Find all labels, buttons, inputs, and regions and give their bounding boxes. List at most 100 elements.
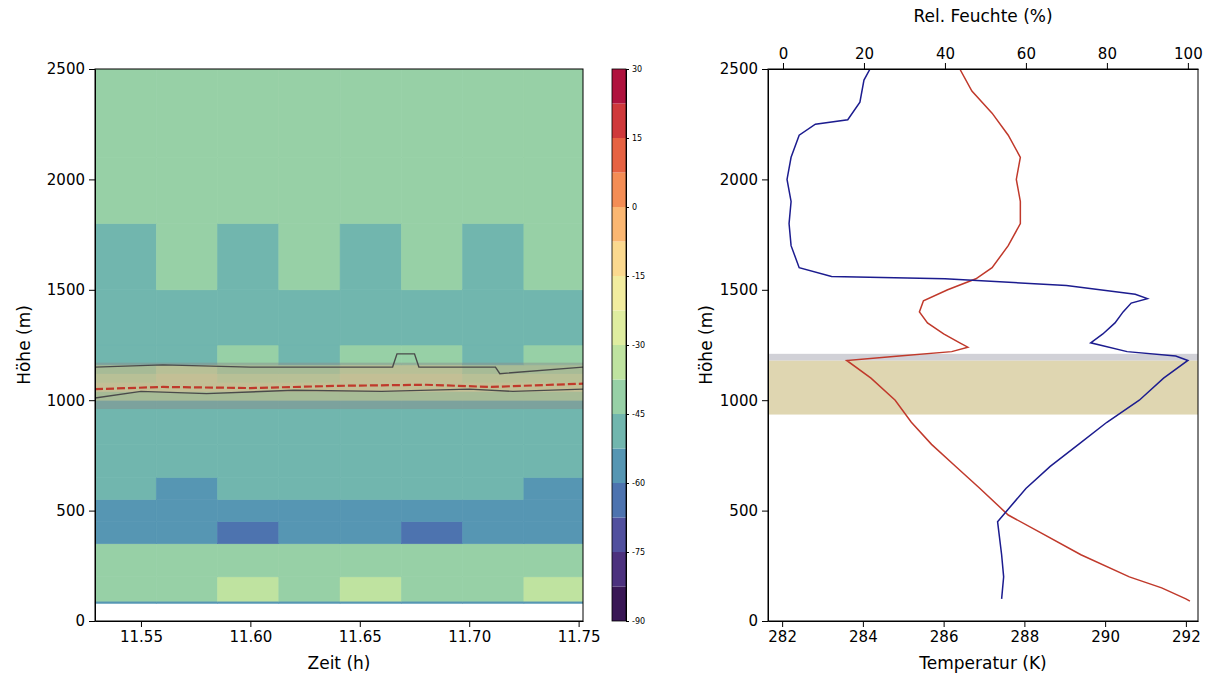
tick-mark: [469, 621, 470, 627]
heatmap-cell: [218, 345, 279, 365]
tick: -15: [626, 272, 645, 281]
tick-label: 30: [632, 65, 642, 74]
heatmap-cell: [95, 444, 156, 477]
tick-label: 100: [1174, 45, 1203, 63]
axis-title: Höhe (m): [696, 305, 716, 385]
heatmap-cell: [218, 409, 279, 444]
heatmap-cell: [156, 522, 217, 544]
heatmap-cell: [463, 345, 524, 365]
heatmap-cell: [156, 224, 217, 290]
tick-label: 1500: [47, 281, 85, 299]
heatmap-cell: [279, 345, 340, 365]
tick-mark: [762, 179, 768, 180]
heatmap-cell: [156, 290, 217, 345]
tick-label: 0: [779, 45, 789, 63]
tick-label: 286: [930, 628, 959, 646]
colorbar-band: [612, 69, 626, 104]
heatmap-cell: [463, 157, 524, 223]
tick-label: 0: [748, 612, 758, 630]
tick: 11.75: [558, 621, 601, 646]
tick: 286: [930, 621, 959, 646]
tick: 2000: [47, 171, 95, 189]
heatmap-cell: [463, 577, 524, 601]
tick-mark: [762, 290, 768, 291]
tick: 290: [1091, 621, 1120, 646]
tick-label: 11.70: [448, 628, 491, 646]
heatmap-cell: [401, 577, 462, 601]
heatmap-cell: [401, 345, 462, 365]
tick: 1000: [47, 392, 95, 410]
plot-background: [95, 69, 583, 621]
heatmap-cell: [218, 522, 279, 544]
heatmap-cell: [340, 544, 401, 577]
heatmap-cell: [401, 157, 462, 223]
heatmap-cell: [524, 444, 583, 477]
tick: 11.65: [339, 621, 382, 646]
axis: 282284286288290292: [768, 621, 1200, 646]
tick: 0: [626, 203, 637, 212]
tick-mark: [89, 69, 95, 70]
heatmap-cell: [463, 444, 524, 477]
colorbar-band: [612, 414, 626, 449]
tick-mark: [626, 414, 629, 415]
tick-label: 11.75: [558, 628, 601, 646]
line: [95, 354, 583, 374]
heatmap-cell: [95, 577, 156, 601]
tick-label: -60: [632, 479, 645, 488]
heatmap-cell: [279, 69, 340, 157]
tick-label: 282: [768, 628, 797, 646]
heatmap-cell: [218, 601, 279, 603]
tick: -45: [626, 410, 645, 419]
plot-frame: [95, 69, 583, 621]
heatmap-cell: [524, 601, 583, 603]
heatmap-cell: [156, 500, 217, 522]
tick-mark: [626, 138, 629, 139]
heatmap-cell: [524, 290, 583, 345]
heatmap-cell: [95, 290, 156, 345]
heatmap-cell: [463, 290, 524, 345]
heatmap-cell: [95, 409, 156, 444]
heatmap-cell: [218, 544, 279, 577]
tick-mark: [762, 69, 768, 70]
figure: 11.5511.6011.6511.7011.75050010001500200…: [0, 0, 1206, 682]
tick-mark: [762, 511, 768, 512]
heatmap-cell: [340, 224, 401, 290]
heatmap-cell: [156, 544, 217, 577]
tick-mark: [89, 400, 95, 401]
tick-mark: [1105, 621, 1106, 627]
axis-line: [769, 621, 1199, 622]
axis: 020406080100: [769, 45, 1203, 70]
heatmap-cell: [279, 224, 340, 290]
tick: 282: [768, 621, 797, 646]
tick: 30: [626, 65, 642, 74]
colorbar-band: [612, 104, 626, 139]
tick-mark: [1107, 63, 1108, 69]
tick: 0: [75, 612, 95, 630]
axis-title: Temperatur (K): [918, 653, 1046, 673]
tick-mark: [89, 511, 95, 512]
heatmap-cell: [524, 544, 583, 577]
shaded-band: [768, 354, 1198, 361]
heatmap-cell: [524, 409, 583, 444]
tick-mark: [944, 621, 945, 627]
heatmap-cell: [340, 522, 401, 544]
colorbar-band: [612, 173, 626, 208]
tick: 500: [729, 502, 768, 520]
heatmap-cell: [156, 577, 217, 601]
heatmap-cell: [156, 69, 217, 157]
tick-label: 1000: [720, 392, 758, 410]
plot-area: [95, 69, 583, 603]
heatmap-cell: [95, 544, 156, 577]
tick-mark: [762, 400, 768, 401]
tick: 2500: [720, 60, 768, 78]
heatmap-cell: [218, 577, 279, 601]
plot-frame: [768, 69, 1198, 621]
tick-label: 1500: [720, 281, 758, 299]
tick: 60: [1017, 45, 1036, 69]
tick-label: 288: [1011, 628, 1040, 646]
heatmap-cell: [156, 444, 217, 477]
heatmap-cell: [279, 577, 340, 601]
tick-mark: [762, 621, 768, 622]
heatmap-cell: [340, 577, 401, 601]
heatmap-cell: [401, 444, 462, 477]
